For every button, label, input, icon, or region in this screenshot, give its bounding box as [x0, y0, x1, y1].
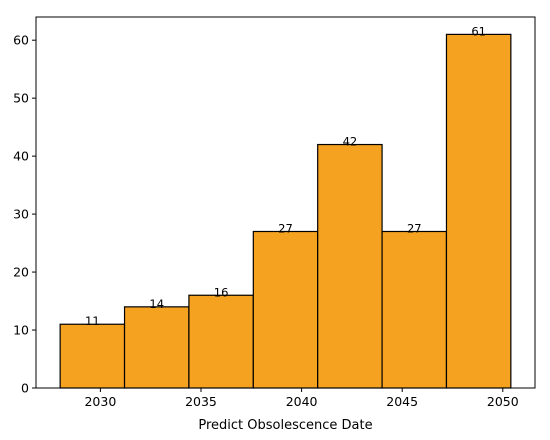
y-tick-label: 20	[13, 265, 29, 280]
bar-count-label: 27	[407, 221, 422, 235]
bar-count-label: 27	[278, 221, 293, 235]
y-tick-label: 0	[21, 381, 29, 396]
bar-count-label: 61	[471, 24, 486, 38]
plot-frame	[35, 16, 536, 389]
x-tick-label: 2045	[386, 394, 418, 409]
bar-count-label: 16	[214, 285, 229, 299]
histogram-bar	[381, 230, 448, 389]
bar-count-label: 11	[85, 314, 100, 328]
y-tick-label: 10	[13, 323, 29, 338]
histogram-bar	[188, 294, 254, 389]
x-tick-label: 2035	[185, 394, 217, 409]
bars-layer	[59, 33, 512, 389]
x-tick-label: 2030	[84, 394, 116, 409]
bar-count-label: 42	[343, 135, 358, 149]
y-tick-label: 50	[13, 91, 29, 106]
x-axis-title: Predict Obsolescence Date	[198, 418, 372, 433]
histogram-bar	[317, 143, 383, 389]
histogram-bar	[59, 323, 126, 389]
x-tick-label: 2050	[487, 394, 519, 409]
histogram-bar	[123, 306, 190, 389]
x-tick-label: 2040	[286, 394, 318, 409]
histogram-bar	[252, 230, 319, 389]
y-tick-label: 40	[13, 149, 29, 164]
y-tick-label: 30	[13, 207, 29, 222]
y-axis-ticks: 0 10 20 30 40 50 60	[13, 33, 36, 396]
histogram-bar	[445, 33, 512, 389]
x-axis-ticks: 2030 2035 2040 2045 2050	[84, 388, 519, 409]
bar-count-label: 14	[149, 297, 164, 311]
y-tick-label: 60	[13, 33, 29, 48]
bar-labels-layer: 11 14 16 27 42 27 61	[85, 24, 486, 328]
